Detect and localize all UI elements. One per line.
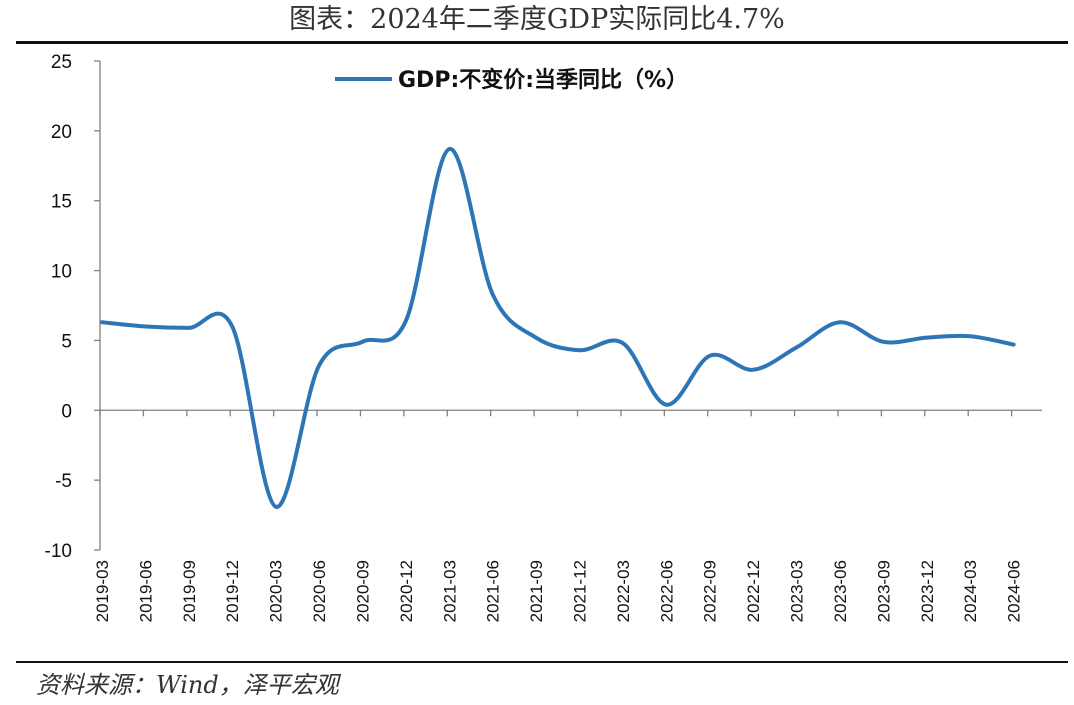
x-tick-label: 2020-12 <box>397 560 416 622</box>
x-tick-label: 2023-09 <box>874 560 893 622</box>
y-tick-label: 5 <box>61 331 72 352</box>
data-point <box>447 147 451 151</box>
y-tick-label: 25 <box>51 52 72 73</box>
source-note: 资料来源：Wind，泽平宏观 <box>36 671 339 699</box>
x-tick-label: 2024-03 <box>961 560 980 622</box>
y-tick-label: 0 <box>61 401 72 422</box>
x-tick-label: 2023-06 <box>831 560 850 622</box>
y-tick-label: 10 <box>51 262 72 283</box>
top-rule <box>16 41 1068 44</box>
data-point <box>621 341 625 345</box>
data-point <box>230 324 234 328</box>
data-point <box>968 334 972 338</box>
data-point <box>317 364 321 368</box>
x-axis-ticks: 2019-03 2019-06 2019-09 2019-12 2020-03 2020-… <box>93 410 1024 622</box>
x-tick-label: 2019-03 <box>93 560 112 622</box>
x-tick-label: 2020-06 <box>310 560 329 622</box>
x-tick-label: 2022-06 <box>657 560 676 622</box>
axes <box>99 61 1042 550</box>
chart-title: 图表：2024年二季度GDP实际同比4.7% <box>289 4 785 35</box>
data-point <box>404 319 408 323</box>
data-point <box>1012 343 1016 347</box>
x-tick-label: 2019-12 <box>223 560 242 622</box>
data-point <box>187 326 191 330</box>
x-tick-label: 2021-12 <box>571 560 590 622</box>
series-line-gdp <box>100 147 1016 509</box>
legend: GDP:不变价:当季同比（%） <box>335 67 688 93</box>
x-tick-label: 2021-09 <box>527 560 546 622</box>
x-tick-label: 2022-12 <box>744 560 763 622</box>
x-tick-label: 2022-09 <box>701 560 720 622</box>
x-tick-label: 2020-03 <box>267 560 286 622</box>
data-point <box>100 320 104 324</box>
x-tick-label: 2021-03 <box>440 560 459 622</box>
x-tick-label: 2022-03 <box>614 560 633 622</box>
x-tick-label: 2023-12 <box>918 560 937 622</box>
data-point <box>664 403 668 407</box>
data-point <box>360 340 364 344</box>
x-tick-label: 2024-06 <box>1005 560 1024 622</box>
data-point <box>274 505 278 509</box>
y-axis-ticks: -10 -5 0 5 10 15 20 25 <box>45 52 100 562</box>
x-tick-label: 2020-09 <box>353 560 372 622</box>
x-tick-label: 2023-03 <box>788 560 807 622</box>
x-tick-label: 2019-06 <box>136 560 155 622</box>
legend-label: GDP:不变价:当季同比（%） <box>398 67 688 93</box>
y-tick-label: 20 <box>51 122 72 143</box>
data-point <box>838 320 842 324</box>
x-tick-label: 2021-06 <box>484 560 503 622</box>
data-point <box>925 336 929 340</box>
data-point <box>881 340 885 344</box>
y-tick-label: -10 <box>45 541 72 562</box>
data-point <box>143 324 147 328</box>
data-point <box>578 348 582 352</box>
x-tick-label: 2019-09 <box>180 560 199 622</box>
data-point <box>708 354 712 358</box>
data-point <box>534 336 538 340</box>
y-tick-label: -5 <box>55 471 72 492</box>
data-point <box>795 345 799 349</box>
series-layer <box>100 147 1016 509</box>
bottom-rule <box>16 661 1068 663</box>
data-point <box>491 292 495 296</box>
data-point <box>751 368 755 372</box>
y-tick-label: 15 <box>51 192 72 213</box>
